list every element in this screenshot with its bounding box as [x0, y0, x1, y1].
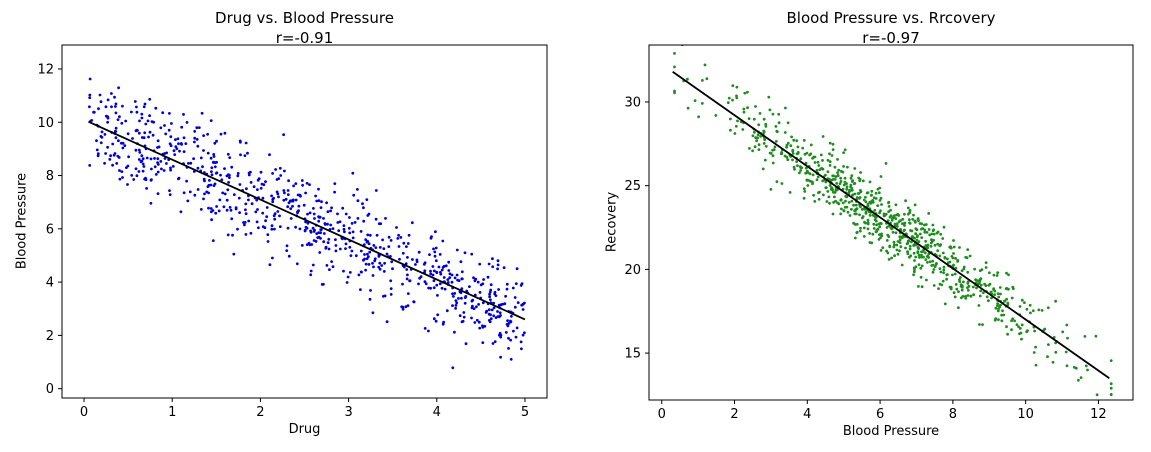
svg-text:12: 12 [1090, 407, 1107, 422]
right-plot-ylabel: Recovery [604, 191, 620, 253]
svg-text:15: 15 [624, 347, 641, 362]
right-plot-correlation-label: r=-0.97 [862, 29, 920, 47]
svg-text:8: 8 [46, 169, 54, 184]
svg-text:12: 12 [37, 62, 54, 77]
left-plot-ylabel: Blood Pressure [14, 172, 30, 270]
svg-text:0: 0 [46, 382, 54, 397]
svg-text:2: 2 [46, 329, 54, 344]
svg-text:6: 6 [876, 407, 884, 422]
right-plot-xlabel: Blood Pressure [842, 424, 940, 439]
right-plot-title-text: Blood Pressure vs. Rrcovery [786, 9, 996, 27]
svg-text:0: 0 [658, 407, 666, 422]
svg-text:1: 1 [168, 405, 176, 420]
svg-text:4: 4 [803, 407, 811, 422]
svg-text:30: 30 [624, 95, 641, 110]
svg-text:3: 3 [344, 405, 352, 420]
svg-text:5: 5 [521, 405, 529, 420]
svg-text:10: 10 [1017, 407, 1034, 422]
svg-text:4: 4 [46, 276, 54, 291]
svg-text:6: 6 [46, 222, 54, 237]
svg-text:10: 10 [37, 116, 54, 131]
right-plot-title: Blood Pressure vs. Rrcovery r=-0.97 [649, 8, 1133, 48]
svg-text:2: 2 [256, 405, 264, 420]
left-plot-correlation-label: r=-0.91 [275, 29, 334, 47]
svg-text:0: 0 [80, 405, 88, 420]
left-plot-xlabel: Drug [288, 422, 321, 437]
svg-text:20: 20 [624, 263, 641, 278]
svg-text:2: 2 [730, 407, 738, 422]
svg-text:25: 25 [624, 179, 641, 194]
left-plot-title-text: Drug vs. Blood Pressure [215, 9, 394, 27]
svg-text:8: 8 [949, 407, 957, 422]
svg-text:4: 4 [433, 405, 441, 420]
left-plot-title: Drug vs. Blood Pressure r=-0.91 [62, 8, 547, 48]
